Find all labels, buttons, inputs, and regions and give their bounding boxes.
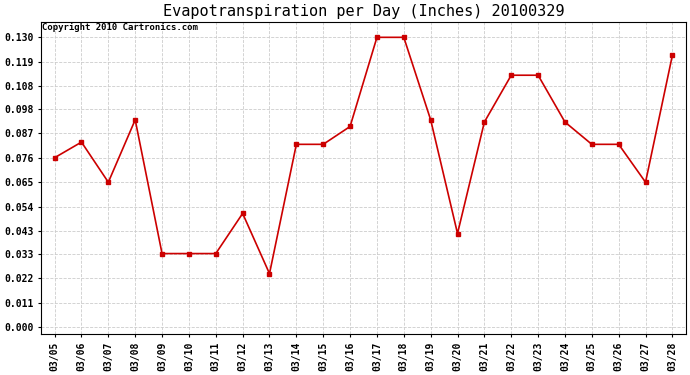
Title: Evapotranspiration per Day (Inches) 20100329: Evapotranspiration per Day (Inches) 2010… [163, 4, 564, 19]
Text: Copyright 2010 Cartronics.com: Copyright 2010 Cartronics.com [43, 23, 198, 32]
